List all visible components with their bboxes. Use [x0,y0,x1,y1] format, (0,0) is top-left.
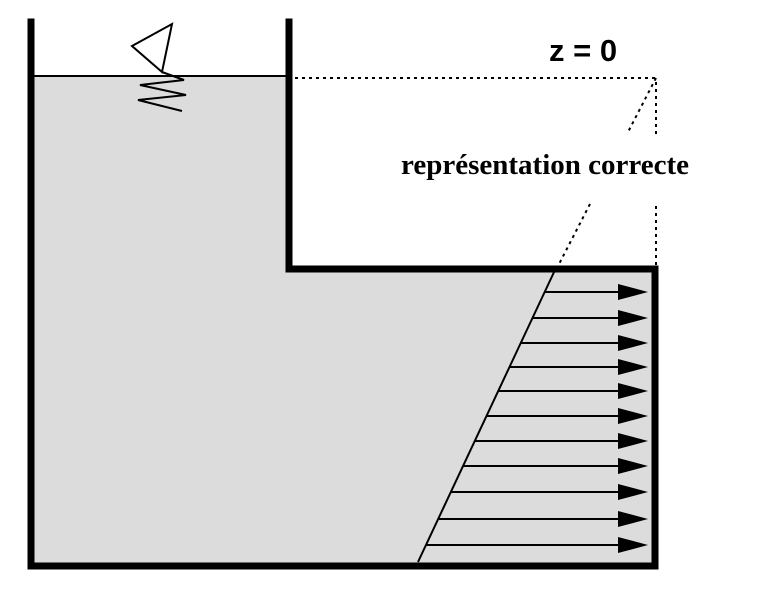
pressure-arrow-head [618,359,648,375]
pressure-arrows [426,284,648,553]
pressure-arrow-head [618,484,648,500]
reference-lines [295,77,657,269]
water-level-triangle-icon [130,22,187,112]
pressure-arrow-head [618,310,648,326]
pressure-arrow-head [618,383,648,399]
pressure-arrow-head [618,335,648,351]
tank-walls [27,18,659,570]
water-region [31,76,655,566]
pressure-arrow-head [618,458,648,474]
pressure-arrow-head [618,408,648,424]
datum-label: z = 0 [549,33,617,68]
pressure-line-dotted-upper [626,77,657,135]
pressure-arrow-head [618,284,648,300]
representation-label: représentation correcte [401,149,689,181]
pressure-arrow-head [618,537,648,553]
pressure-arrow-head [618,433,648,449]
pressure-arrow-head [618,511,648,527]
pressure-line-dotted-lower [556,203,591,269]
